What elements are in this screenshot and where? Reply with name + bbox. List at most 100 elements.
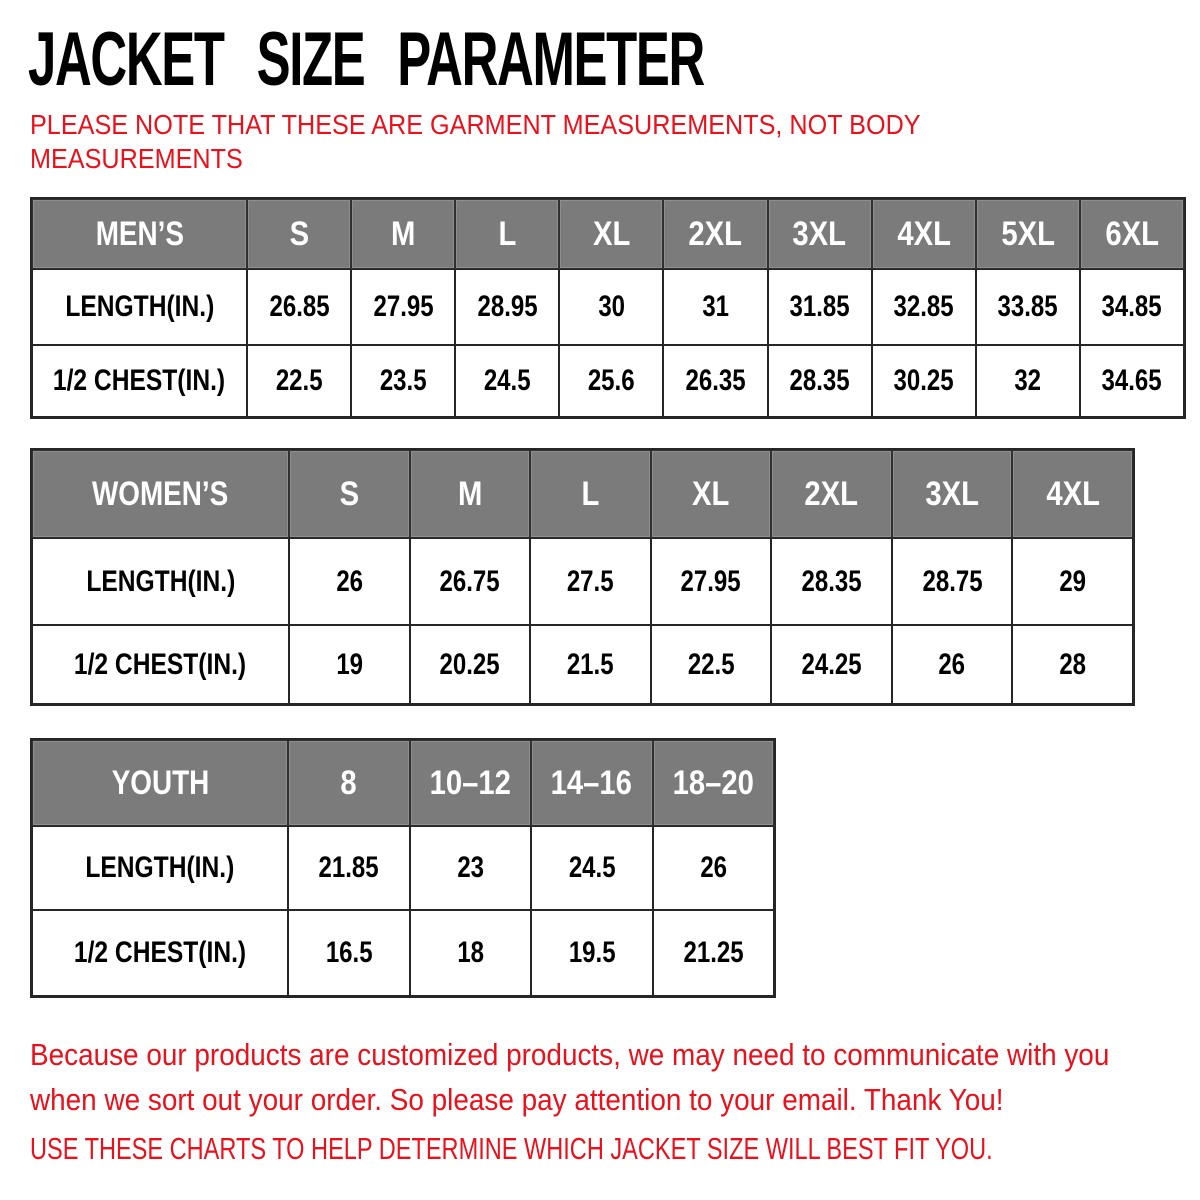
mens-value-cell: 34.85 <box>1079 269 1184 345</box>
mens-size-header-text: 3XL <box>792 214 847 253</box>
mens-size-header: 3XL <box>767 199 872 269</box>
mens-value-cell: 30.25 <box>871 345 976 417</box>
womens-value-cell-text: 20.25 <box>439 647 500 681</box>
womens-value-cell-text: 26.75 <box>439 564 500 598</box>
womens-table-title-text: WOMEN’S <box>92 474 229 513</box>
mens-value-cell-text: 31 <box>702 290 729 323</box>
note-line-1: PLEASE NOTE THAT THESE ARE GARMENT MEASU… <box>30 109 921 140</box>
mens-value-cell: 26.35 <box>663 345 768 417</box>
womens-size-header-text: S <box>339 474 360 513</box>
womens-value-cell-text: 24.25 <box>801 647 862 681</box>
youth-value-cell-text: 18 <box>456 936 484 969</box>
mens-size-header-text: L <box>498 214 517 253</box>
youth-value-cell: 16.5 <box>288 910 410 996</box>
youth-row-label-text: 1/2 CHEST(IN.) <box>73 936 247 969</box>
womens-value-cell-text: 22.5 <box>687 647 735 681</box>
womens-value-cell-text: 28 <box>1059 647 1087 681</box>
mens-size-header: XL <box>559 199 664 269</box>
womens-row-label: 1/2 CHEST(IN.) <box>32 625 289 704</box>
mens-value-cell: 22.5 <box>247 345 352 417</box>
note-line-2: MEASUREMENTS <box>30 143 243 174</box>
youth-table-title-text: YOUTH <box>111 763 209 802</box>
womens-size-header-text: L <box>581 474 600 513</box>
mens-size-header-text: 4XL <box>896 214 951 253</box>
mens-value-cell-text: 23.5 <box>379 364 427 397</box>
youth-value-cell: 23 <box>409 826 531 910</box>
mens-value-cell-text: 25.6 <box>588 364 635 397</box>
mens-value-cell-text: 22.5 <box>275 364 323 397</box>
mens-row-label-text: LENGTH(IN.) <box>65 290 214 323</box>
womens-value-cell-text: 26 <box>938 647 966 681</box>
womens-table-title: WOMEN’S <box>32 450 289 538</box>
mens-value-cell: 28.95 <box>455 269 560 345</box>
youth-value-cell-text: 16.5 <box>325 936 373 969</box>
fit-advice-line: USE THESE CHARTS TO HELP DETERMINE WHICH… <box>30 1131 993 1166</box>
youth-value-cell: 24.5 <box>531 826 653 910</box>
mens-value-cell: 30 <box>559 269 664 345</box>
mens-size-table: MEN’S S M L XL 2XL 3XL 4XL 5XL 6XL LENGTH(IN.) 26.8… <box>30 197 1186 419</box>
womens-value-cell-text: 28.35 <box>801 564 862 598</box>
mens-value-cell: 32.85 <box>871 269 976 345</box>
womens-row-label-text: LENGTH(IN.) <box>86 564 235 598</box>
mens-value-cell-text: 28.35 <box>789 364 850 397</box>
mens-value-cell-text: 24.5 <box>483 364 531 397</box>
womens-row-label-text: 1/2 CHEST(IN.) <box>74 647 247 681</box>
mens-value-cell-text: 33.85 <box>997 290 1058 323</box>
youth-size-header-text: 18–20 <box>672 763 754 802</box>
mens-value-cell-text: 28.95 <box>477 290 538 323</box>
garment-measurement-note: PLEASE NOTE THAT THESE ARE GARMENT MEASU… <box>30 108 1020 176</box>
youth-value-cell-text: 19.5 <box>568 936 616 969</box>
youth-size-header: 14–16 <box>531 740 653 826</box>
womens-value-cell: 26 <box>289 538 410 625</box>
mens-row-label: 1/2 CHEST(IN.) <box>32 345 247 417</box>
mens-value-cell-text: 31.85 <box>789 290 850 323</box>
youth-size-header: 8 <box>288 740 410 826</box>
womens-size-header-text: 4XL <box>1045 474 1100 513</box>
womens-size-header: S <box>289 450 410 538</box>
youth-size-header-text: 10–12 <box>429 763 511 802</box>
mens-value-cell-text: 34.65 <box>1101 364 1162 397</box>
customization-notice: Because our products are customized prod… <box>30 1032 1200 1122</box>
mens-size-header-text: M <box>390 214 416 253</box>
womens-size-header: M <box>409 450 531 538</box>
womens-row-label: LENGTH(IN.) <box>32 538 289 625</box>
youth-row-label: LENGTH(IN.) <box>32 826 288 910</box>
mens-value-cell: 26.85 <box>247 269 352 345</box>
womens-value-cell: 24.25 <box>771 625 892 704</box>
mens-size-header-text: 2XL <box>688 214 743 253</box>
mens-size-header: M <box>351 199 456 269</box>
womens-size-header: 3XL <box>891 450 1013 538</box>
mens-value-cell: 33.85 <box>975 269 1080 345</box>
mens-value-cell-text: 30 <box>598 290 625 323</box>
youth-value-cell: 21.25 <box>652 910 774 996</box>
customization-notice-line-2: when we sort out your order. So please p… <box>30 1082 1004 1117</box>
mens-size-header-text: XL <box>592 214 631 253</box>
mens-value-cell: 34.65 <box>1079 345 1184 417</box>
womens-size-header-text: 3XL <box>925 474 979 513</box>
youth-size-header: 10–12 <box>409 740 531 826</box>
mens-value-cell: 28.35 <box>767 345 872 417</box>
womens-value-cell: 20.25 <box>409 625 531 704</box>
youth-table-title: YOUTH <box>32 740 288 826</box>
womens-value-cell: 27.5 <box>530 538 651 625</box>
mens-value-cell-text: 26.85 <box>269 290 330 323</box>
womens-value-cell: 29 <box>1012 538 1133 625</box>
youth-size-header: 18–20 <box>652 740 774 826</box>
womens-value-cell-text: 19 <box>335 647 363 681</box>
youth-row-label: 1/2 CHEST(IN.) <box>32 910 288 996</box>
mens-size-header: L <box>455 199 560 269</box>
youth-value-cell-text: 21.25 <box>683 936 744 969</box>
mens-value-cell-text: 27.95 <box>373 290 434 323</box>
womens-size-header: L <box>530 450 651 538</box>
womens-value-cell: 19 <box>289 625 410 704</box>
mens-value-cell-text: 32 <box>1014 364 1042 397</box>
youth-value-cell: 21.85 <box>288 826 410 910</box>
mens-row-label: LENGTH(IN.) <box>32 269 247 345</box>
fit-advice-note: USE THESE CHARTS TO HELP DETERMINE WHICH… <box>30 1130 1200 1168</box>
mens-size-header: 2XL <box>663 199 768 269</box>
womens-value-cell-text: 21.5 <box>567 647 614 681</box>
mens-value-cell-text: 34.85 <box>1101 290 1162 323</box>
mens-value-cell-text: 26.35 <box>685 364 746 397</box>
customization-notice-line-1: Because our products are customized prod… <box>30 1037 1110 1072</box>
womens-value-cell-text: 27.5 <box>567 564 614 598</box>
